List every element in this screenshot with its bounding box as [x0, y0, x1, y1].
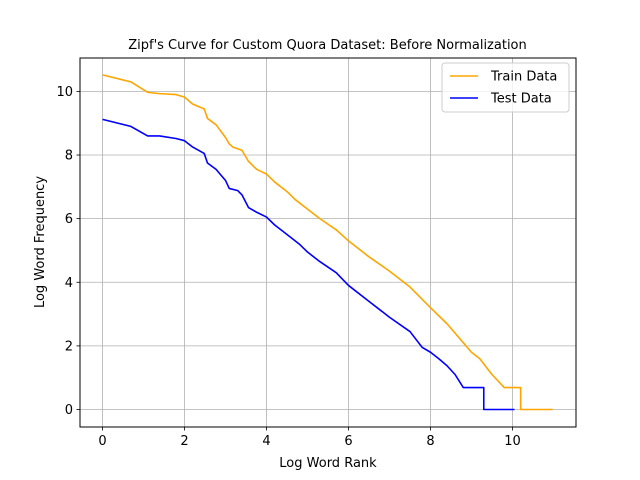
legend: Train Data Test Data — [441, 62, 570, 113]
y-tick-label: 2 — [65, 339, 73, 354]
x-tick-label: 10 — [504, 434, 521, 449]
x-axis-label: Log Word Rank — [279, 456, 377, 471]
y-tick-label: 10 — [56, 85, 73, 100]
y-tick-label: 6 — [65, 212, 73, 227]
series-line-train — [102, 74, 553, 411]
chart-title: Zipf's Curve for Custom Quora Dataset: B… — [128, 38, 527, 53]
legend-label: Test Data — [490, 92, 552, 107]
x-tick-label: 6 — [344, 434, 352, 449]
y-axis-label: Log Word Frequency — [33, 176, 48, 308]
series-lines — [102, 74, 553, 411]
plot-frame — [79, 57, 577, 428]
x-tick-label: 0 — [98, 434, 106, 449]
axis-ticks: 0 2 4 6 8 10 0 2 4 6 8 10 — [56, 85, 520, 449]
y-tick-label: 0 — [65, 403, 73, 418]
y-tick-label: 8 — [65, 149, 73, 164]
x-tick-label: 4 — [262, 434, 270, 449]
grid — [80, 58, 576, 427]
x-tick-label: 2 — [180, 434, 188, 449]
series-line-test — [102, 118, 515, 411]
legend-label: Train Data — [490, 70, 557, 85]
y-tick-label: 4 — [65, 276, 73, 291]
x-tick-label: 8 — [426, 434, 434, 449]
